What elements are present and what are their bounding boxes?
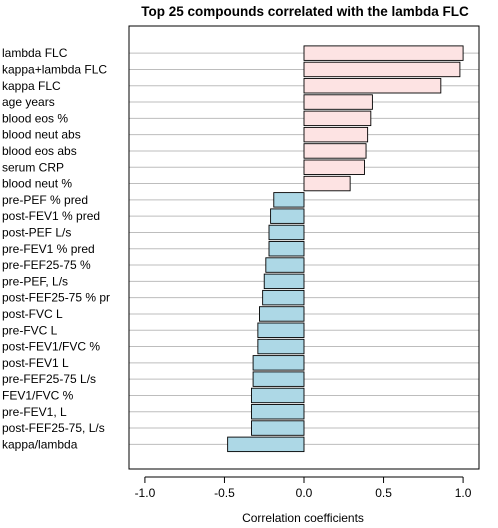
category-label: post-FEF25-75, L/s	[2, 421, 105, 435]
category-label: pre-FEF25-75 %	[2, 258, 91, 272]
category-label: kappa FLC	[2, 79, 61, 93]
category-label: pre-FEV1, L	[2, 405, 67, 419]
bar	[303, 143, 367, 159]
bar	[303, 110, 372, 127]
bar	[257, 322, 305, 338]
bar	[268, 224, 305, 241]
category-label: blood neut abs	[2, 128, 81, 142]
category-labels: lambda FLC kappa+lambda FLC kappa FLC age y…	[2, 46, 110, 451]
bar	[270, 208, 305, 224]
category-label: serum CRP	[2, 160, 64, 174]
bar	[251, 404, 305, 420]
x-tick-label: 0.0	[296, 486, 313, 500]
category-label: kappa/lambda	[2, 437, 78, 451]
x-tick-label: 1.0	[455, 486, 472, 500]
plot-frame	[128, 25, 480, 470]
category-label: post-FEV1/FVC %	[2, 340, 100, 354]
bar	[265, 257, 305, 273]
category-label: FEV1/FVC %	[2, 388, 74, 402]
bar	[303, 175, 351, 192]
category-label: lambda FLC	[2, 46, 68, 60]
category-label: age years	[2, 95, 55, 109]
category-label: post-FEF25-75 % pr	[2, 291, 110, 305]
bar	[303, 45, 464, 61]
bar	[303, 94, 373, 110]
bar	[263, 273, 305, 290]
bar	[262, 289, 305, 306]
bar	[252, 371, 305, 387]
bar	[303, 78, 442, 94]
category-label: post-PEF L/s	[2, 225, 71, 239]
bar	[257, 338, 305, 355]
bar	[252, 355, 305, 371]
bar	[268, 241, 305, 257]
x-axis: -1.0 -0.5 0.0 0.5 1.0	[135, 476, 472, 500]
category-label: blood eos abs	[2, 144, 77, 158]
category-label: pre-FVC L	[2, 323, 58, 337]
category-label: post-FEV1 L	[2, 356, 69, 370]
x-tick-label: 0.5	[375, 486, 392, 500]
bar	[303, 159, 365, 175]
bar	[251, 387, 305, 404]
bar	[259, 306, 305, 322]
category-label: kappa+lambda FLC	[2, 62, 107, 76]
category-label: pre-FEV1 % pred	[2, 242, 95, 256]
bar	[303, 61, 461, 78]
category-label: pre-PEF, L/s	[2, 274, 68, 288]
category-label: blood eos %	[2, 111, 68, 125]
category-label: post-FVC L	[2, 307, 63, 321]
bar	[303, 126, 369, 143]
category-label: pre-PEF % pred	[2, 193, 88, 207]
bars	[227, 45, 464, 453]
category-label: post-FEV1 % pred	[2, 209, 100, 223]
bar	[227, 436, 305, 453]
chart-title: Top 25 compounds correlated with the lam…	[141, 4, 469, 19]
x-axis-label: Correlation coefficients	[242, 511, 364, 525]
x-tick-label: -1.0	[135, 486, 156, 500]
category-label: pre-FEF25-75 L/s	[2, 372, 96, 386]
category-label: blood neut %	[2, 177, 72, 191]
bar	[273, 192, 305, 208]
bar	[251, 420, 305, 436]
x-tick-label: -0.5	[214, 486, 235, 500]
